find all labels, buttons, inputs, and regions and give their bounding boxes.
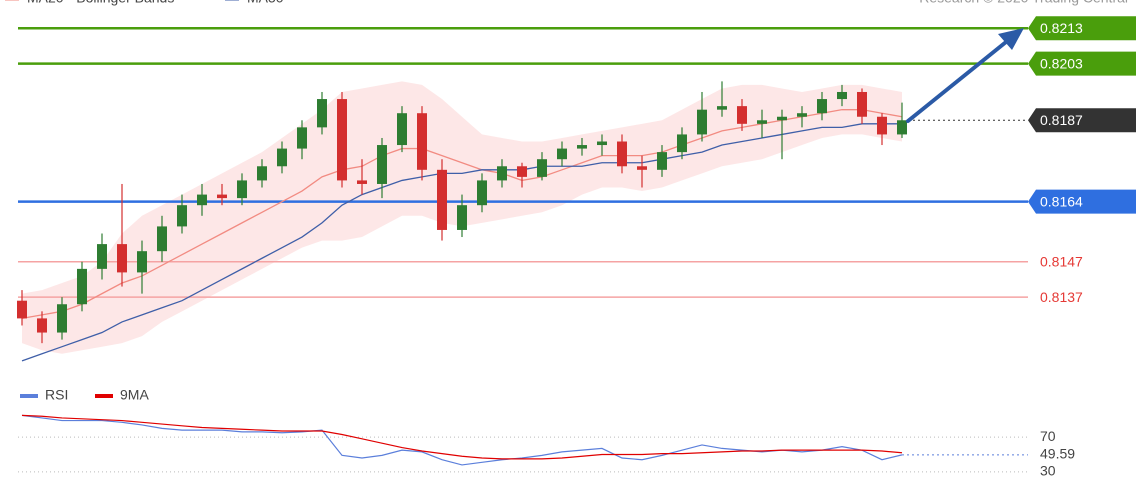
candle-body [217,194,227,199]
price-panel: 0.8213 0.8203 0.8187 0.8164 0.8147 0.8137 MA20… [5,0,1136,362]
candle-body [57,304,67,333]
candle-body [377,145,387,184]
candle-body [837,91,847,100]
candle-body [517,166,527,177]
candle-body [437,169,447,230]
candle-body [597,141,607,146]
candle-body [197,194,207,206]
candle-body [457,205,467,230]
candle-body [77,268,87,305]
candle-body [757,120,767,124]
legend-label: 9MA [120,387,149,403]
candle-body [137,251,147,273]
current-value-label: 49.59 [1040,446,1075,462]
level-label-box [1028,51,1136,76]
candle-body [337,99,347,181]
candle-body [177,205,187,227]
candle-body [397,113,407,146]
candle-body [797,113,807,117]
candle-body [537,159,547,177]
candle-body [557,148,567,160]
level-label-box [1028,189,1136,214]
candle-body [897,120,907,135]
candle-body [357,180,367,184]
candle-body [857,91,867,117]
candle-body [717,106,727,110]
candle-body [677,134,687,153]
indicator-line [21,414,903,460]
candle-body [817,99,827,114]
candle-body [617,141,627,167]
level-label: 0.8203 [1040,55,1083,71]
level-label: 0.8137 [1040,289,1083,305]
candle-body [877,116,887,135]
level-label: 0.8213 [1040,20,1083,36]
candle-body [97,244,107,269]
level-label: 0.8187 [1040,112,1083,128]
moving-average [21,123,902,362]
level-label: 0.8147 [1040,253,1083,269]
candle-body [157,226,167,252]
legend-label: RSI [45,387,68,403]
source-note: Research © 2020 Trading Central [919,0,1128,6]
candle-body [117,244,127,273]
level-label: 0.8164 [1040,193,1083,209]
candle-body [257,166,267,181]
arrow-head [998,28,1024,50]
candle-body [697,109,707,135]
level-label-box [1028,16,1136,41]
level-label-box [1028,108,1136,133]
trend-arrow [906,28,1024,123]
y-tick-label: 70 [1040,428,1056,444]
moving-average [21,109,903,320]
legend-label: MA20 • Bollinger Bands [27,0,174,6]
candle-body [657,152,667,170]
candle-body [637,166,647,170]
arrow-shaft [906,40,1008,123]
candle-body [777,116,787,121]
candle-body [277,148,287,167]
rsi-panel: 30 70 RSI 9MA 49.59 [18,387,1075,479]
candle-body [237,180,247,199]
candle-body [17,300,27,319]
candle-body [577,145,587,149]
candle-body [497,166,507,181]
candle-body [37,318,47,333]
candle-body [417,113,427,170]
candle-body [297,127,307,149]
candle-body [317,99,327,128]
legend-label: MA50 [247,0,284,6]
candle-body [477,180,487,206]
candle-body [737,106,747,124]
y-tick-label: 30 [1040,463,1056,479]
